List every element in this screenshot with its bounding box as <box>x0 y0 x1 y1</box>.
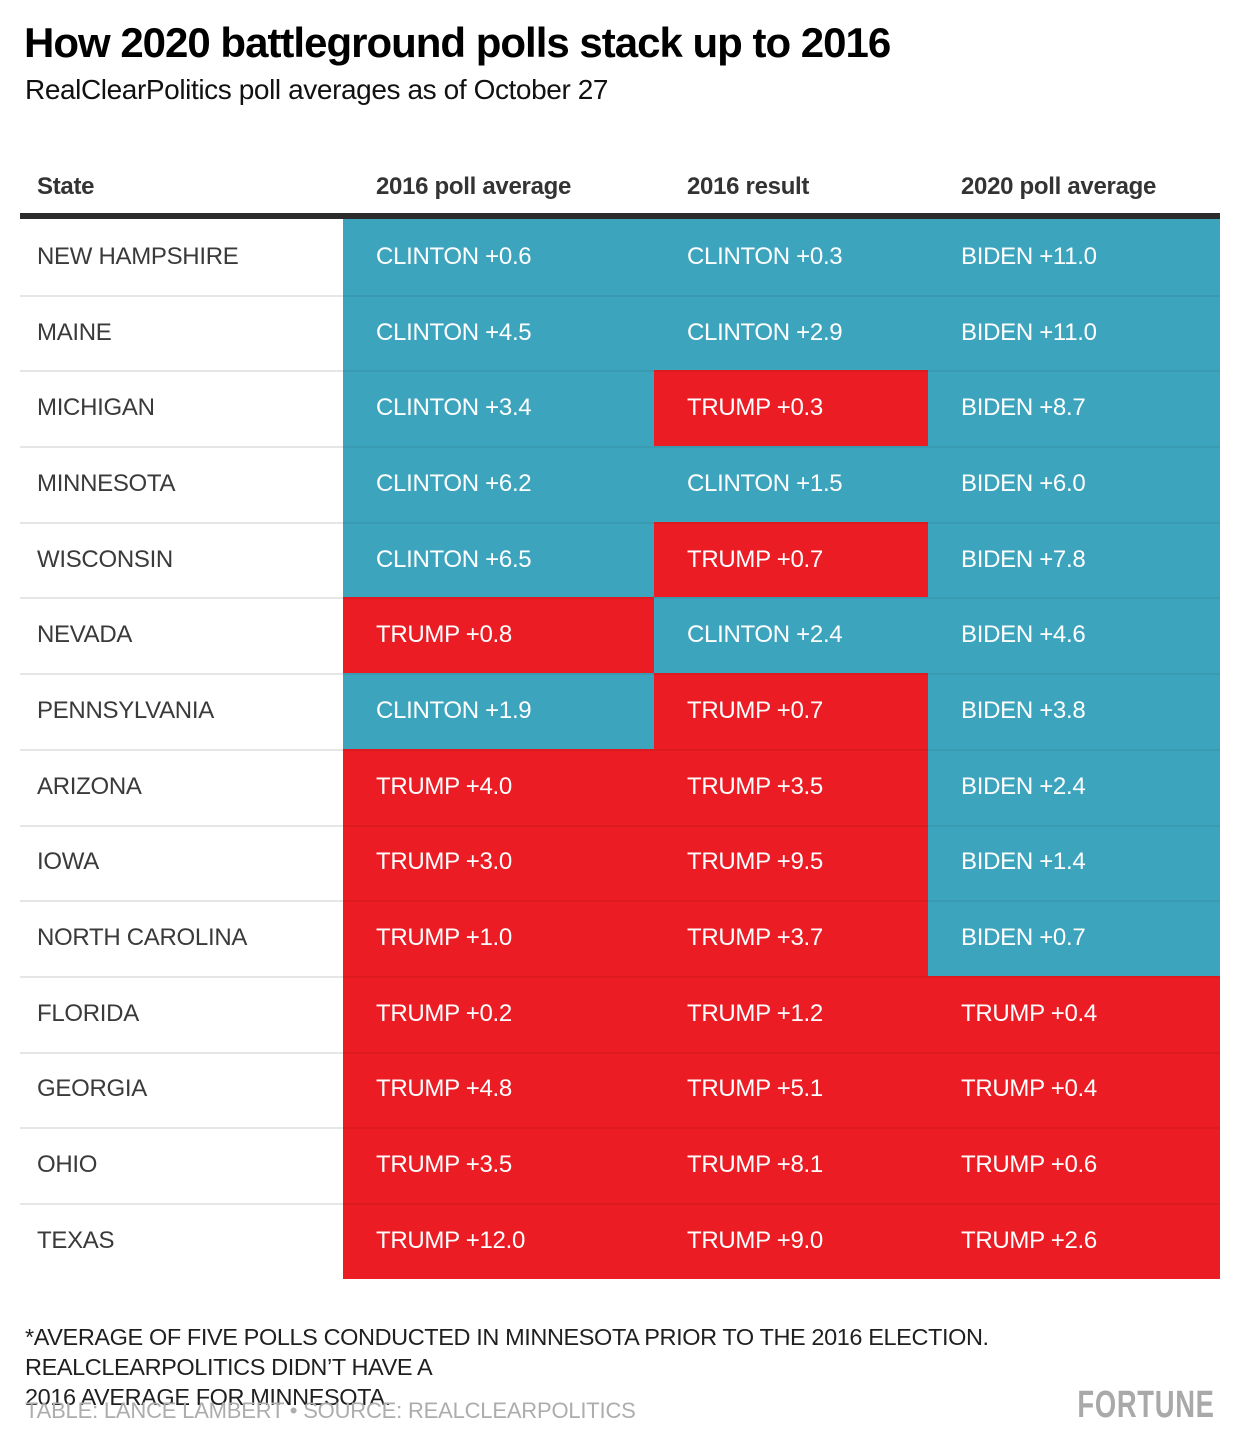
table-row: TEXAS TRUMP +12.0 TRUMP +9.0 TRUMP +2.6 <box>20 1202 1220 1279</box>
poll-value-cell: TRUMP +0.4 <box>928 975 1220 1052</box>
poll-value-cell: TRUMP +3.0 <box>343 824 654 901</box>
state-name: NORTH CAROLINA <box>20 900 343 976</box>
poll-value-cell: TRUMP +0.7 <box>654 673 928 749</box>
poll-value-cell: TRUMP +0.8 <box>343 597 654 674</box>
poll-value-cell: BIDEN +0.7 <box>928 900 1220 976</box>
footnote-line-1: *AVERAGE OF FIVE POLLS CONDUCTED IN MINN… <box>25 1324 989 1380</box>
column-header-2020-poll-average: 2020 poll average <box>961 173 1157 200</box>
poll-value-cell: BIDEN +7.8 <box>928 521 1220 598</box>
poll-value-cell: CLINTON +6.2 <box>343 446 654 522</box>
poll-value-cell: BIDEN +11.0 <box>928 294 1220 371</box>
state-name: TEXAS <box>20 1202 343 1279</box>
poll-value-cell: BIDEN +3.8 <box>928 673 1220 749</box>
poll-value-cell: TRUMP +3.7 <box>654 900 928 976</box>
poll-value-cell: CLINTON +6.5 <box>343 521 654 598</box>
state-name: MICHIGAN <box>20 370 343 447</box>
poll-value-cell: CLINTON +1.5 <box>654 446 928 522</box>
column-header-state: State <box>37 173 95 200</box>
state-name: OHIO <box>20 1127 343 1203</box>
poll-value-cell: TRUMP +9.0 <box>654 1202 928 1279</box>
column-header-2016-result: 2016 result <box>687 173 810 200</box>
poll-value-cell: TRUMP +0.2 <box>343 975 654 1052</box>
chart-title: How 2020 battleground polls stack up to … <box>24 19 891 66</box>
state-name: ARIZONA <box>20 748 343 825</box>
table-row: GEORGIA TRUMP +4.8 TRUMP +5.1 TRUMP +0.4 <box>20 1051 1220 1128</box>
poll-value-cell: TRUMP +3.5 <box>654 748 928 825</box>
poll-value-cell: TRUMP +4.0 <box>343 748 654 825</box>
poll-value-cell: TRUMP +4.8 <box>343 1051 654 1128</box>
table-body: NEW HAMPSHIRE CLINTON +0.6 CLINTON +0.3 BID… <box>20 219 1220 1279</box>
poll-value-cell: TRUMP +0.3 <box>654 370 928 447</box>
poll-value-cell: TRUMP +5.1 <box>654 1051 928 1128</box>
poll-value-cell: CLINTON +1.9 <box>343 673 654 749</box>
poll-value-cell: BIDEN +6.0 <box>928 446 1220 522</box>
table-row: NORTH CAROLINA TRUMP +1.0 TRUMP +3.7 BIDEN … <box>20 900 1220 976</box>
poll-value-cell: TRUMP +12.0 <box>343 1202 654 1279</box>
poll-value-cell: CLINTON +4.5 <box>343 294 654 371</box>
state-name: MAINE <box>20 294 343 371</box>
poll-value-cell: CLINTON +3.4 <box>343 370 654 447</box>
state-name: IOWA <box>20 824 343 901</box>
table-header-row: State 2016 poll average 2016 result 2020… <box>20 160 1220 219</box>
state-name: PENNSYLVANIA <box>20 673 343 749</box>
poll-value-cell: TRUMP +0.6 <box>928 1127 1220 1203</box>
state-name: FLORIDA <box>20 975 343 1052</box>
table-row: FLORIDA TRUMP +0.2 TRUMP +1.2 TRUMP +0.4 <box>20 975 1220 1052</box>
fortune-logo: FORTUNE <box>1077 1384 1215 1426</box>
poll-value-cell: TRUMP +0.4 <box>928 1051 1220 1128</box>
poll-value-cell: TRUMP +1.2 <box>654 975 928 1052</box>
poll-value-cell: TRUMP +3.5 <box>343 1127 654 1203</box>
poll-comparison-table: State 2016 poll average 2016 result 2020… <box>20 160 1220 1279</box>
chart-subtitle: RealClearPolitics poll averages as of Oc… <box>25 74 609 105</box>
table-row: MICHIGAN CLINTON +3.4 TRUMP +0.3 BIDEN +8.7 <box>20 370 1220 447</box>
poll-value-cell: BIDEN +11.0 <box>928 219 1220 295</box>
poll-value-cell: CLINTON +2.9 <box>654 294 928 371</box>
poll-value-cell: BIDEN +8.7 <box>928 370 1220 447</box>
poll-value-cell: BIDEN +2.4 <box>928 748 1220 825</box>
table-row: WISCONSIN CLINTON +6.5 TRUMP +0.7 BIDEN +7.… <box>20 521 1220 598</box>
table-row: MINNESOTA CLINTON +6.2 CLINTON +1.5 BIDEN +… <box>20 446 1220 522</box>
poll-value-cell: TRUMP +0.7 <box>654 521 928 598</box>
poll-value-cell: TRUMP +9.5 <box>654 824 928 901</box>
poll-value-cell: TRUMP +2.6 <box>928 1202 1220 1279</box>
state-name: NEW HAMPSHIRE <box>20 219 343 295</box>
column-header-2016-poll-average: 2016 poll average <box>376 173 572 200</box>
credit-line: TABLE: LANCE LAMBERT • SOURCE: REALCLEAR… <box>25 1398 636 1423</box>
state-name: WISCONSIN <box>20 521 343 598</box>
table-row: IOWA TRUMP +3.0 TRUMP +9.5 BIDEN +1.4 <box>20 824 1220 901</box>
state-name: GEORGIA <box>20 1051 343 1128</box>
table-row: NEVADA TRUMP +0.8 CLINTON +2.4 BIDEN +4.6 <box>20 597 1220 674</box>
table-row: NEW HAMPSHIRE CLINTON +0.6 CLINTON +0.3 BID… <box>20 219 1220 295</box>
poll-value-cell: CLINTON +0.3 <box>654 219 928 295</box>
poll-value-cell: TRUMP +8.1 <box>654 1127 928 1203</box>
poll-value-cell: BIDEN +4.6 <box>928 597 1220 674</box>
state-name: NEVADA <box>20 597 343 674</box>
table-row: PENNSYLVANIA CLINTON +1.9 TRUMP +0.7 BIDEN … <box>20 673 1220 749</box>
table-row: MAINE CLINTON +4.5 CLINTON +2.9 BIDEN +11.0 <box>20 294 1220 371</box>
poll-value-cell: TRUMP +1.0 <box>343 900 654 976</box>
state-name: MINNESOTA <box>20 446 343 522</box>
footnote-line-2: 2016 AVERAGE FOR MINNESOTA. <box>25 1384 391 1410</box>
table-row: OHIO TRUMP +3.5 TRUMP +8.1 TRUMP +0.6 <box>20 1127 1220 1203</box>
poll-value-cell: CLINTON +0.6 <box>343 219 654 295</box>
table-row: ARIZONA TRUMP +4.0 TRUMP +3.5 BIDEN +2.4 <box>20 748 1220 825</box>
footnote: *AVERAGE OF FIVE POLLS CONDUCTED IN MINN… <box>25 1322 1220 1412</box>
poll-value-cell: CLINTON +2.4 <box>654 597 928 674</box>
poll-value-cell: BIDEN +1.4 <box>928 824 1220 901</box>
